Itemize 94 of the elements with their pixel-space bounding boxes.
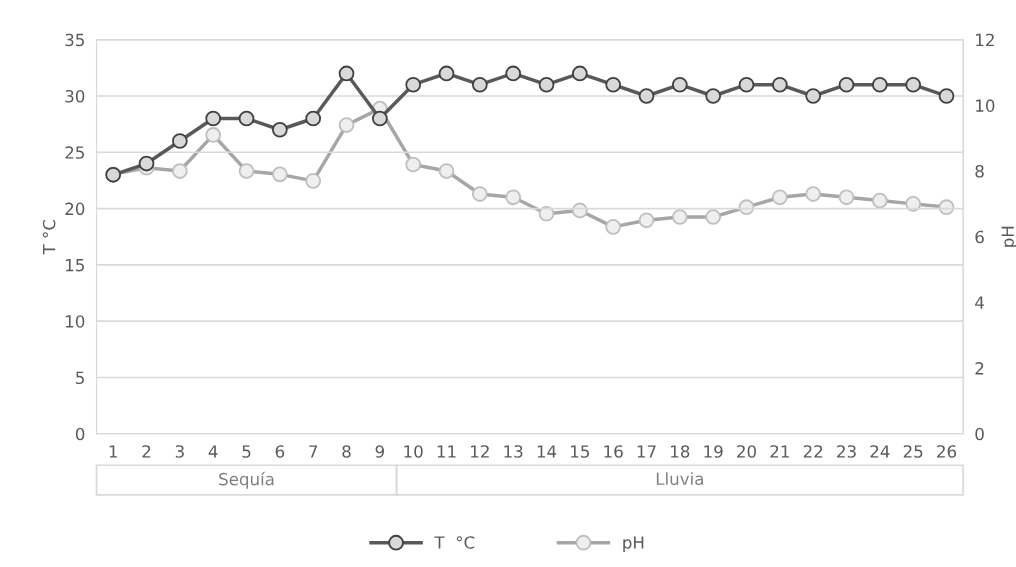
text: Sequía [219, 471, 274, 489]
point [405, 76, 422, 93]
x-tick-label: 25 [903, 445, 923, 458]
x-tick-label: 3 [175, 445, 184, 458]
y-tick-label: 30 [65, 89, 85, 103]
point [638, 212, 655, 229]
point [638, 88, 655, 104]
point [205, 110, 222, 127]
x-tick-label: 21 [770, 445, 789, 458]
point [738, 76, 755, 93]
x-tick-label: 24 [870, 445, 890, 458]
text: Lluvia [656, 472, 703, 486]
x-tick-label: 23 [837, 445, 856, 458]
point [405, 156, 422, 173]
y-tick-label: 35 [65, 33, 84, 47]
point [838, 76, 855, 93]
point [238, 163, 255, 179]
point [505, 189, 522, 206]
y2-tick-label: 10 [976, 99, 995, 112]
point [605, 219, 622, 235]
point [371, 110, 388, 127]
point [138, 155, 155, 172]
x-tick-label: 9 [375, 445, 384, 458]
x-tick-label: 15 [571, 445, 589, 458]
point [338, 117, 355, 133]
point [272, 166, 288, 183]
point [938, 199, 955, 216]
x-tick-label: 8 [342, 445, 351, 458]
point [671, 209, 688, 225]
point [438, 65, 455, 82]
x-tick-label: 7 [309, 445, 318, 458]
y2-tick-label: 2 [975, 362, 984, 375]
y-tick-label: 25 [65, 146, 84, 159]
x-tick-label: 10 [404, 445, 423, 458]
y-tick-label: 15 [66, 259, 84, 272]
x-tick-label: 22 [803, 445, 823, 458]
point [605, 76, 622, 93]
x-tick-label: 18 [671, 445, 690, 458]
point [938, 88, 955, 104]
point [771, 189, 788, 206]
x-tick-label: 14 [537, 445, 557, 458]
point [538, 76, 555, 93]
legend-label: pH [623, 536, 644, 552]
point [338, 65, 355, 82]
point [705, 88, 722, 104]
point [571, 202, 588, 219]
x-tick-label: 1 [109, 445, 117, 458]
point [738, 199, 755, 216]
y-tick-label: 5 [76, 371, 84, 385]
point [871, 76, 888, 93]
x-tick-label: 20 [737, 445, 756, 458]
point [905, 76, 922, 93]
legend-label: T °C [434, 536, 475, 549]
point [205, 127, 222, 143]
point [305, 110, 322, 127]
x-tick-label: 6 [275, 445, 285, 458]
point [771, 76, 788, 93]
point [272, 121, 288, 138]
point [305, 173, 322, 189]
point [505, 65, 522, 82]
y-tick-label: 20 [65, 202, 85, 216]
point [705, 209, 722, 225]
point [238, 110, 255, 127]
x-tick-label: 4 [208, 445, 218, 458]
point [172, 133, 188, 149]
point [172, 163, 188, 179]
point [838, 189, 855, 206]
point [871, 192, 888, 209]
x-tick-label: 16 [604, 445, 623, 458]
y2-tick-label: 8 [975, 165, 984, 178]
point [805, 186, 822, 202]
point [905, 196, 922, 212]
point [671, 76, 688, 93]
x-tick-label: 2 [142, 445, 151, 458]
point [805, 88, 822, 104]
point [538, 205, 555, 222]
point [471, 186, 488, 202]
x-tick-label: 5 [242, 445, 251, 458]
point [471, 76, 488, 93]
y2-tick-label: 12 [976, 33, 994, 47]
x-tick-label: 13 [504, 445, 523, 458]
x-tick-label: 12 [471, 445, 489, 458]
x-tick-label: 11 [437, 445, 456, 458]
point [571, 65, 588, 82]
y2-tick-label: 4 [975, 296, 984, 309]
y2-tick-label: 6 [975, 230, 984, 244]
y-tick-label: 10 [66, 315, 85, 328]
y-tick-label: 0 [75, 427, 85, 441]
x-tick-label: 17 [637, 445, 656, 458]
x-tick-label: 26 [937, 445, 957, 458]
y2-tick-label: 0 [975, 427, 984, 441]
point [438, 163, 455, 179]
x-tick-label: 19 [704, 445, 723, 458]
y-axis-title: T °C [42, 219, 56, 255]
